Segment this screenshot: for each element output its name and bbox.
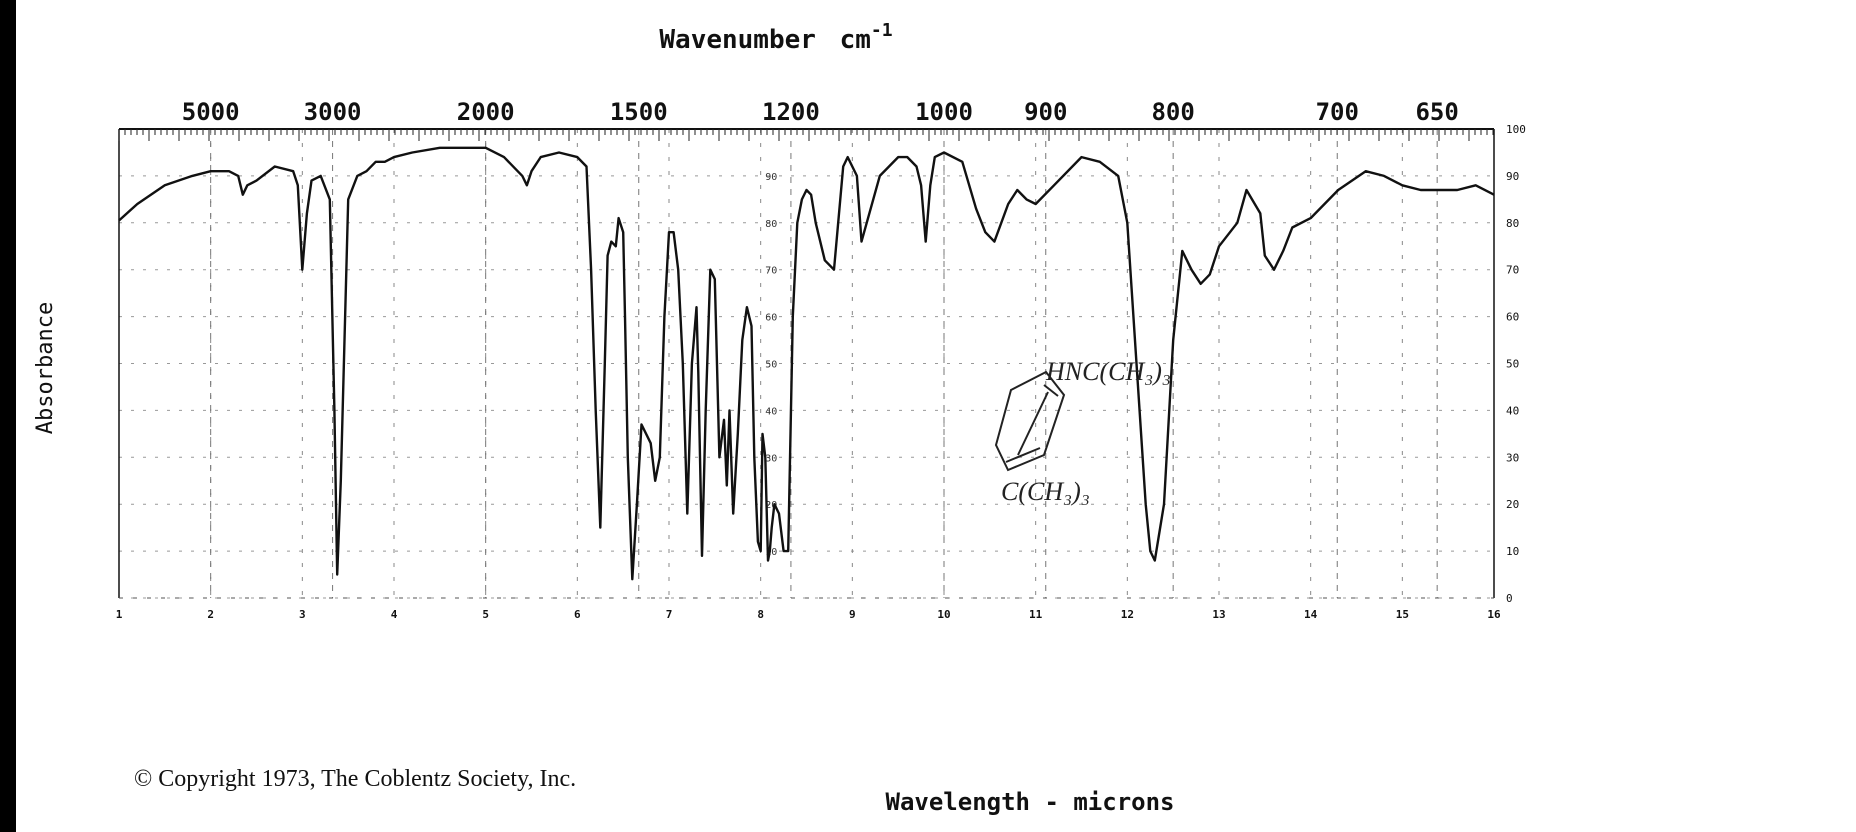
wavenumber-tick-label: 1200 [762, 98, 820, 126]
right-tick-label: 40 [1506, 404, 1519, 417]
benzene-ring-sketch [994, 370, 1066, 472]
micron-tick-label: 15 [1396, 608, 1409, 621]
micron-tick-label: 12 [1121, 608, 1134, 621]
micron-tick-label: 3 [299, 608, 306, 621]
right-tick-label: 30 [1506, 451, 1519, 464]
wavenumber-tick-label: 5000 [182, 98, 240, 126]
micron-tick-label: 4 [391, 608, 398, 621]
mid-tick-label: 40 [765, 406, 777, 417]
wavenumber-tick-label: 900 [1024, 98, 1067, 126]
wavenumber-tick-label: 3000 [304, 98, 362, 126]
micron-tick-label: 16 [1487, 608, 1501, 621]
micron-tick-label: 9 [849, 608, 856, 621]
mid-tick-label: 30 [765, 453, 777, 464]
mid-tick-label: 70 [765, 266, 777, 277]
micron-tick-label: 2 [207, 608, 214, 621]
mid-tick-label: 10 [765, 547, 777, 558]
micron-tick-label: 11 [1029, 608, 1043, 621]
right-tick-label: 80 [1506, 217, 1519, 230]
molecule-annotation [994, 370, 1066, 472]
spectrum-sheet: 5000 3000 2000 1500 1200 1000 900 800 700 650 1 2 3 4… [16, 0, 1856, 832]
wavenumber-tick-label: 800 [1151, 98, 1194, 126]
mid-tick-label: 50 [765, 360, 777, 371]
spectrum-line [118, 146, 1495, 581]
mid-tick-label: 20 [765, 500, 777, 511]
right-tick-label: 0 [1506, 592, 1513, 605]
left-axis-title: Absorbance [33, 302, 58, 434]
right-tick-label: 20 [1506, 498, 1519, 511]
wavenumber-tick-label: 2000 [457, 98, 515, 126]
right-tick-label: 50 [1506, 358, 1519, 371]
right-tick-label: 10 [1506, 545, 1519, 558]
right-tick-label: 100 [1506, 123, 1526, 136]
micron-tick-label: 7 [666, 608, 673, 621]
top-axis-title: Wavenumber cm-1 [659, 20, 892, 55]
wavenumber-tick-label: 1500 [610, 98, 668, 126]
micron-tick-label: 13 [1212, 608, 1225, 621]
mid-tick-label: 90 [765, 172, 777, 183]
chart-grid [118, 128, 1495, 599]
micron-tick-label: 1 [116, 608, 123, 621]
right-tick-label: 70 [1506, 264, 1519, 277]
annotation-line-1: HNC(CH₃)₃ [1045, 357, 1171, 386]
micron-tick-label: 8 [757, 608, 764, 621]
mid-tick-label: 60 [765, 313, 777, 324]
wavenumber-tick-label: 1000 [915, 98, 973, 126]
micron-tick-label: 5 [482, 608, 489, 621]
micron-tick-label: 6 [574, 608, 581, 621]
micron-tick-label: 14 [1304, 608, 1318, 621]
mid-tick-label: 80 [765, 219, 777, 230]
right-tick-label: 60 [1506, 311, 1519, 324]
annotation-line-2: C(CH₃)₃ [1001, 477, 1090, 506]
wavenumber-tick-label: 650 [1415, 98, 1458, 126]
right-tick-label: 90 [1506, 170, 1519, 183]
micron-tick-label: 10 [937, 608, 950, 621]
wavenumber-tick-label: 700 [1316, 98, 1359, 126]
copyright-text: © Copyright 1973, The Coblentz Society, … [134, 766, 576, 792]
bottom-axis-title: Wavelength - microns [886, 788, 1175, 816]
plot-frame [118, 128, 1495, 599]
